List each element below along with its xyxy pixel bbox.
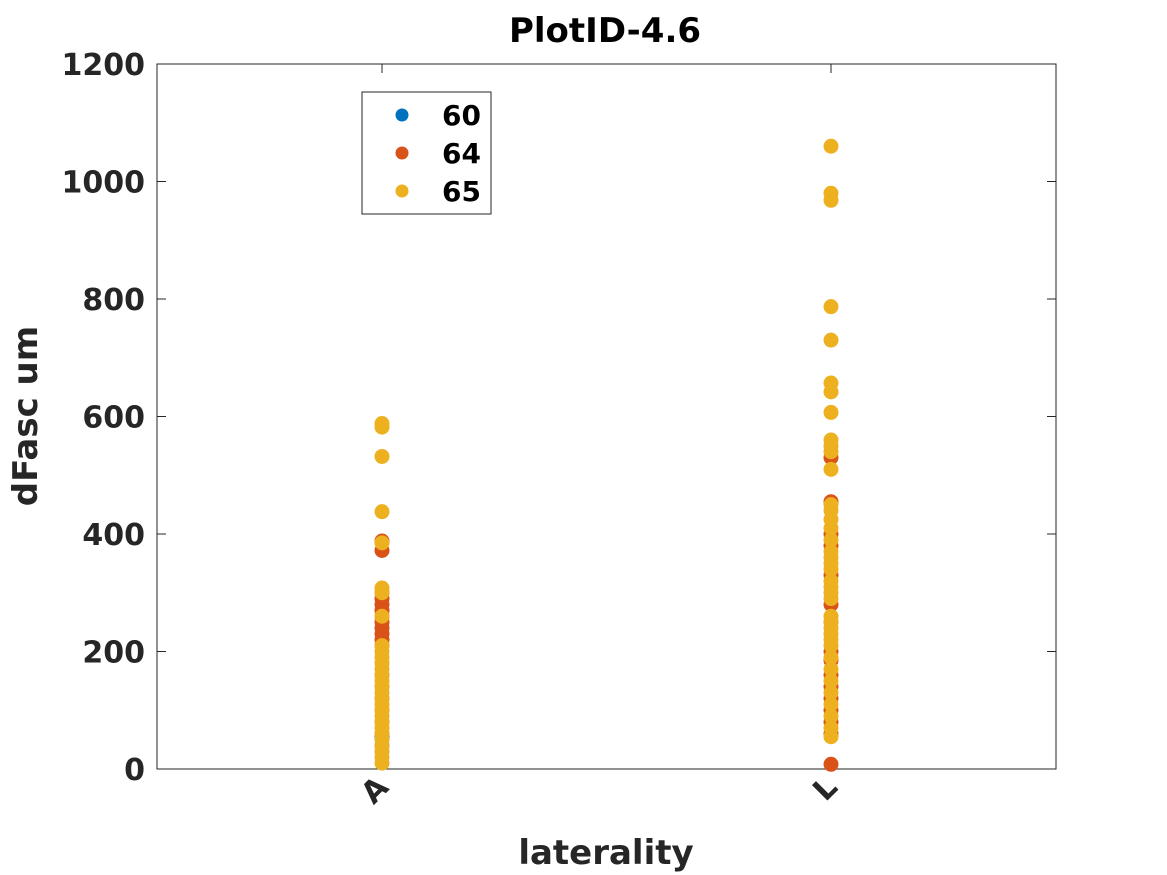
legend-box	[361, 91, 492, 215]
legend: 60 64 65	[361, 91, 492, 215]
legend-label: 60	[442, 99, 481, 132]
y-tick-label: 800	[82, 283, 145, 318]
data-point-65	[823, 444, 839, 460]
data-point-65	[823, 404, 839, 420]
chart-title: PlotID-4.6	[509, 11, 701, 51]
data-point-65	[823, 708, 839, 724]
data-point-65	[823, 673, 839, 689]
y-axis-label: dFasc um	[6, 326, 46, 506]
data-point-65	[823, 332, 839, 348]
data-point-65	[823, 685, 839, 701]
data-point-65	[374, 504, 390, 520]
data-point-65	[823, 649, 839, 665]
data-point-65	[823, 729, 839, 745]
data-point-65	[374, 419, 390, 435]
data-point-65	[374, 448, 390, 464]
data-point-65	[374, 755, 390, 771]
legend-marker-65	[395, 184, 409, 198]
data-point-65	[823, 561, 839, 577]
data-point-65	[823, 696, 839, 712]
data-point-65	[823, 299, 839, 315]
data-point-65	[823, 384, 839, 400]
y-axis: 0 200 400 600 800 1000 1200	[62, 48, 1056, 788]
legend-label: 65	[442, 175, 481, 208]
data-point-65	[823, 192, 839, 208]
legend-marker-60	[395, 108, 409, 122]
y-tick-label: 600	[82, 401, 145, 436]
y-tick-label: 1200	[62, 48, 146, 83]
data-point-65	[823, 591, 839, 607]
plot-area	[156, 63, 1057, 770]
data-point-65	[823, 461, 839, 477]
data-point-65	[823, 138, 839, 154]
y-tick-label: 400	[82, 518, 145, 553]
data-point-65	[374, 608, 390, 624]
y-tick-label: 200	[82, 636, 145, 671]
y-tick-label: 0	[124, 753, 145, 788]
data-point-65	[823, 638, 839, 654]
x-axis-label: laterality	[518, 833, 693, 873]
data-point-64	[823, 756, 839, 772]
data-point-65	[823, 520, 839, 536]
legend-label: 64	[442, 137, 481, 170]
y-tick-label: 1000	[62, 166, 146, 201]
data-points	[374, 138, 839, 772]
data-point-65	[823, 532, 839, 548]
data-point-65	[374, 585, 390, 601]
data-point-65	[823, 661, 839, 677]
data-point-65	[374, 535, 390, 551]
legend-marker-64	[395, 146, 409, 160]
